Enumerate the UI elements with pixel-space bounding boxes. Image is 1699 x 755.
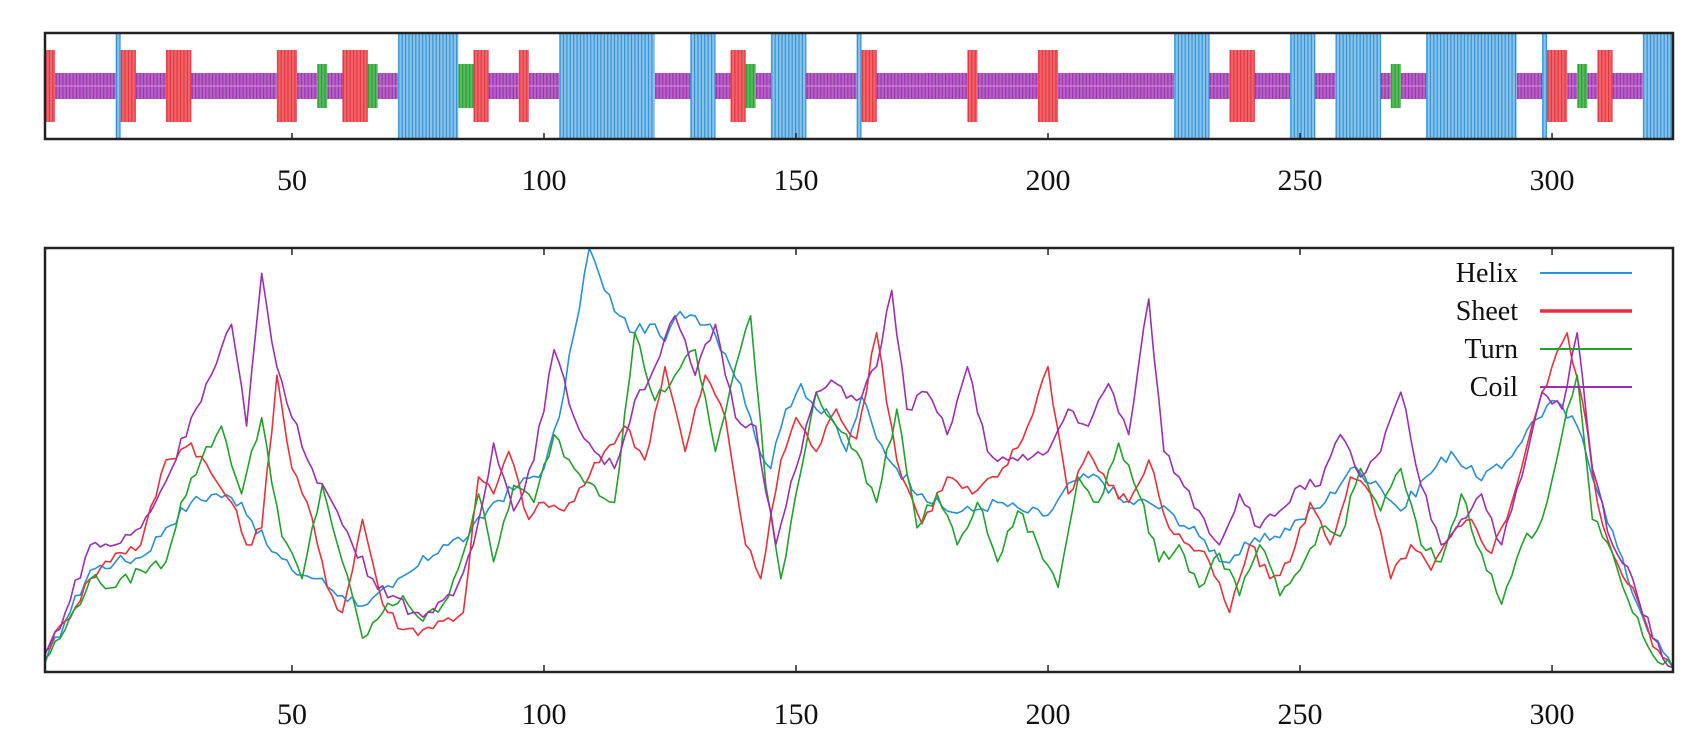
helix-segment [1174, 34, 1210, 138]
coil-segment [1254, 73, 1291, 99]
legend-entry-sheet: Sheet [1456, 296, 1632, 327]
coil-segment [977, 73, 1038, 99]
sheet-segment [1546, 50, 1568, 122]
helix-segment [397, 34, 459, 138]
coil-segment [297, 73, 318, 99]
structure-segments [45, 34, 1673, 138]
helix-segment [1426, 34, 1517, 138]
turn-segment [458, 64, 474, 108]
turn-segment [317, 64, 328, 108]
coil-segment [1587, 73, 1598, 99]
coil-segment [1567, 73, 1578, 99]
turn-series-line [44, 315, 1674, 669]
legend: Helix Sheet Turn Coil [1456, 258, 1632, 403]
coil-segment [377, 73, 398, 99]
turn-segment [1577, 64, 1588, 108]
legend-label: Helix [1456, 258, 1518, 289]
turn-segment [1390, 64, 1401, 108]
legend-entry-coil: Coil [1470, 372, 1632, 403]
coil-series-line [44, 272, 1674, 669]
legend-label: Coil [1470, 372, 1518, 403]
track-tick-label: 150 [773, 164, 818, 197]
legend-entry-turn: Turn [1465, 334, 1632, 365]
coil-segment [876, 73, 968, 99]
legend-label: Turn [1465, 334, 1518, 365]
sheet-segment [45, 50, 56, 122]
sheet-segment [518, 50, 529, 122]
track-tick-label: 100 [521, 164, 566, 197]
sheet-segment [342, 50, 368, 122]
helix-segment [1335, 34, 1382, 138]
track-tick-label: 300 [1530, 164, 1575, 197]
track-tick-label: 50 [277, 164, 307, 197]
coil-segment [806, 73, 857, 99]
sheet-segment [730, 50, 746, 122]
legend-entry-helix: Helix [1456, 258, 1632, 289]
coil-segment [135, 73, 166, 99]
turn-segment [745, 64, 756, 108]
coil-segment [1612, 73, 1643, 99]
coil-segment [654, 73, 691, 99]
sheet-segment [1597, 50, 1613, 122]
helix-segment [856, 34, 862, 138]
line-x-axis: 50 100 150 200 250 300 [277, 248, 1575, 731]
track-frame [43, 31, 1675, 141]
helix-segment [1289, 34, 1316, 138]
coil-segment [1516, 73, 1543, 99]
coil-segment [1315, 73, 1336, 99]
sheet-segment [1229, 50, 1255, 122]
sheet-segment [1037, 50, 1059, 122]
sheet-segment [120, 50, 136, 122]
coil-segment [528, 73, 560, 99]
track-tick-label: 200 [1026, 164, 1071, 197]
helix-series-line [44, 247, 1674, 669]
coil-segment [1209, 73, 1230, 99]
sheet-segment [967, 50, 978, 122]
coil-segment [755, 73, 771, 99]
coil-segment [715, 73, 731, 99]
helix-segment [690, 34, 716, 138]
helix-segment [559, 34, 655, 138]
line-plot-frame [43, 246, 1675, 674]
coil-segment [191, 73, 277, 99]
coil-segment [1400, 73, 1427, 99]
helix-segment [1541, 34, 1547, 138]
helix-segment [1642, 34, 1673, 138]
sheet-segment [276, 50, 298, 122]
structure-track-panel: 50 100 150 200 250 300 [43, 31, 1675, 197]
sheet-segment [473, 50, 489, 122]
coil-segment [1058, 73, 1175, 99]
coil-segment [488, 73, 519, 99]
line-tick-label: 200 [1026, 698, 1071, 731]
sheet-series-line [44, 332, 1674, 669]
line-tick-label: 50 [277, 698, 307, 731]
coil-segment [327, 73, 343, 99]
sheet-segment [861, 50, 877, 122]
propensity-line-panel: 50 100 150 200 250 300 Helix Sheet Turn Coil [43, 246, 1675, 731]
line-tick-label: 100 [521, 698, 566, 731]
coil-segment [55, 73, 116, 99]
helix-segment [770, 34, 807, 138]
line-tick-label: 150 [773, 698, 818, 731]
line-tick-label: 250 [1278, 698, 1323, 731]
line-tick-label: 300 [1530, 698, 1575, 731]
helix-segment [115, 34, 121, 138]
turn-segment [367, 64, 378, 108]
track-x-axis: 50 100 150 200 250 300 [277, 133, 1575, 197]
legend-label: Sheet [1456, 296, 1518, 327]
coil-segment [1380, 73, 1391, 99]
propensity-series [44, 247, 1674, 669]
track-tick-label: 250 [1278, 164, 1323, 197]
sheet-segment [165, 50, 192, 122]
